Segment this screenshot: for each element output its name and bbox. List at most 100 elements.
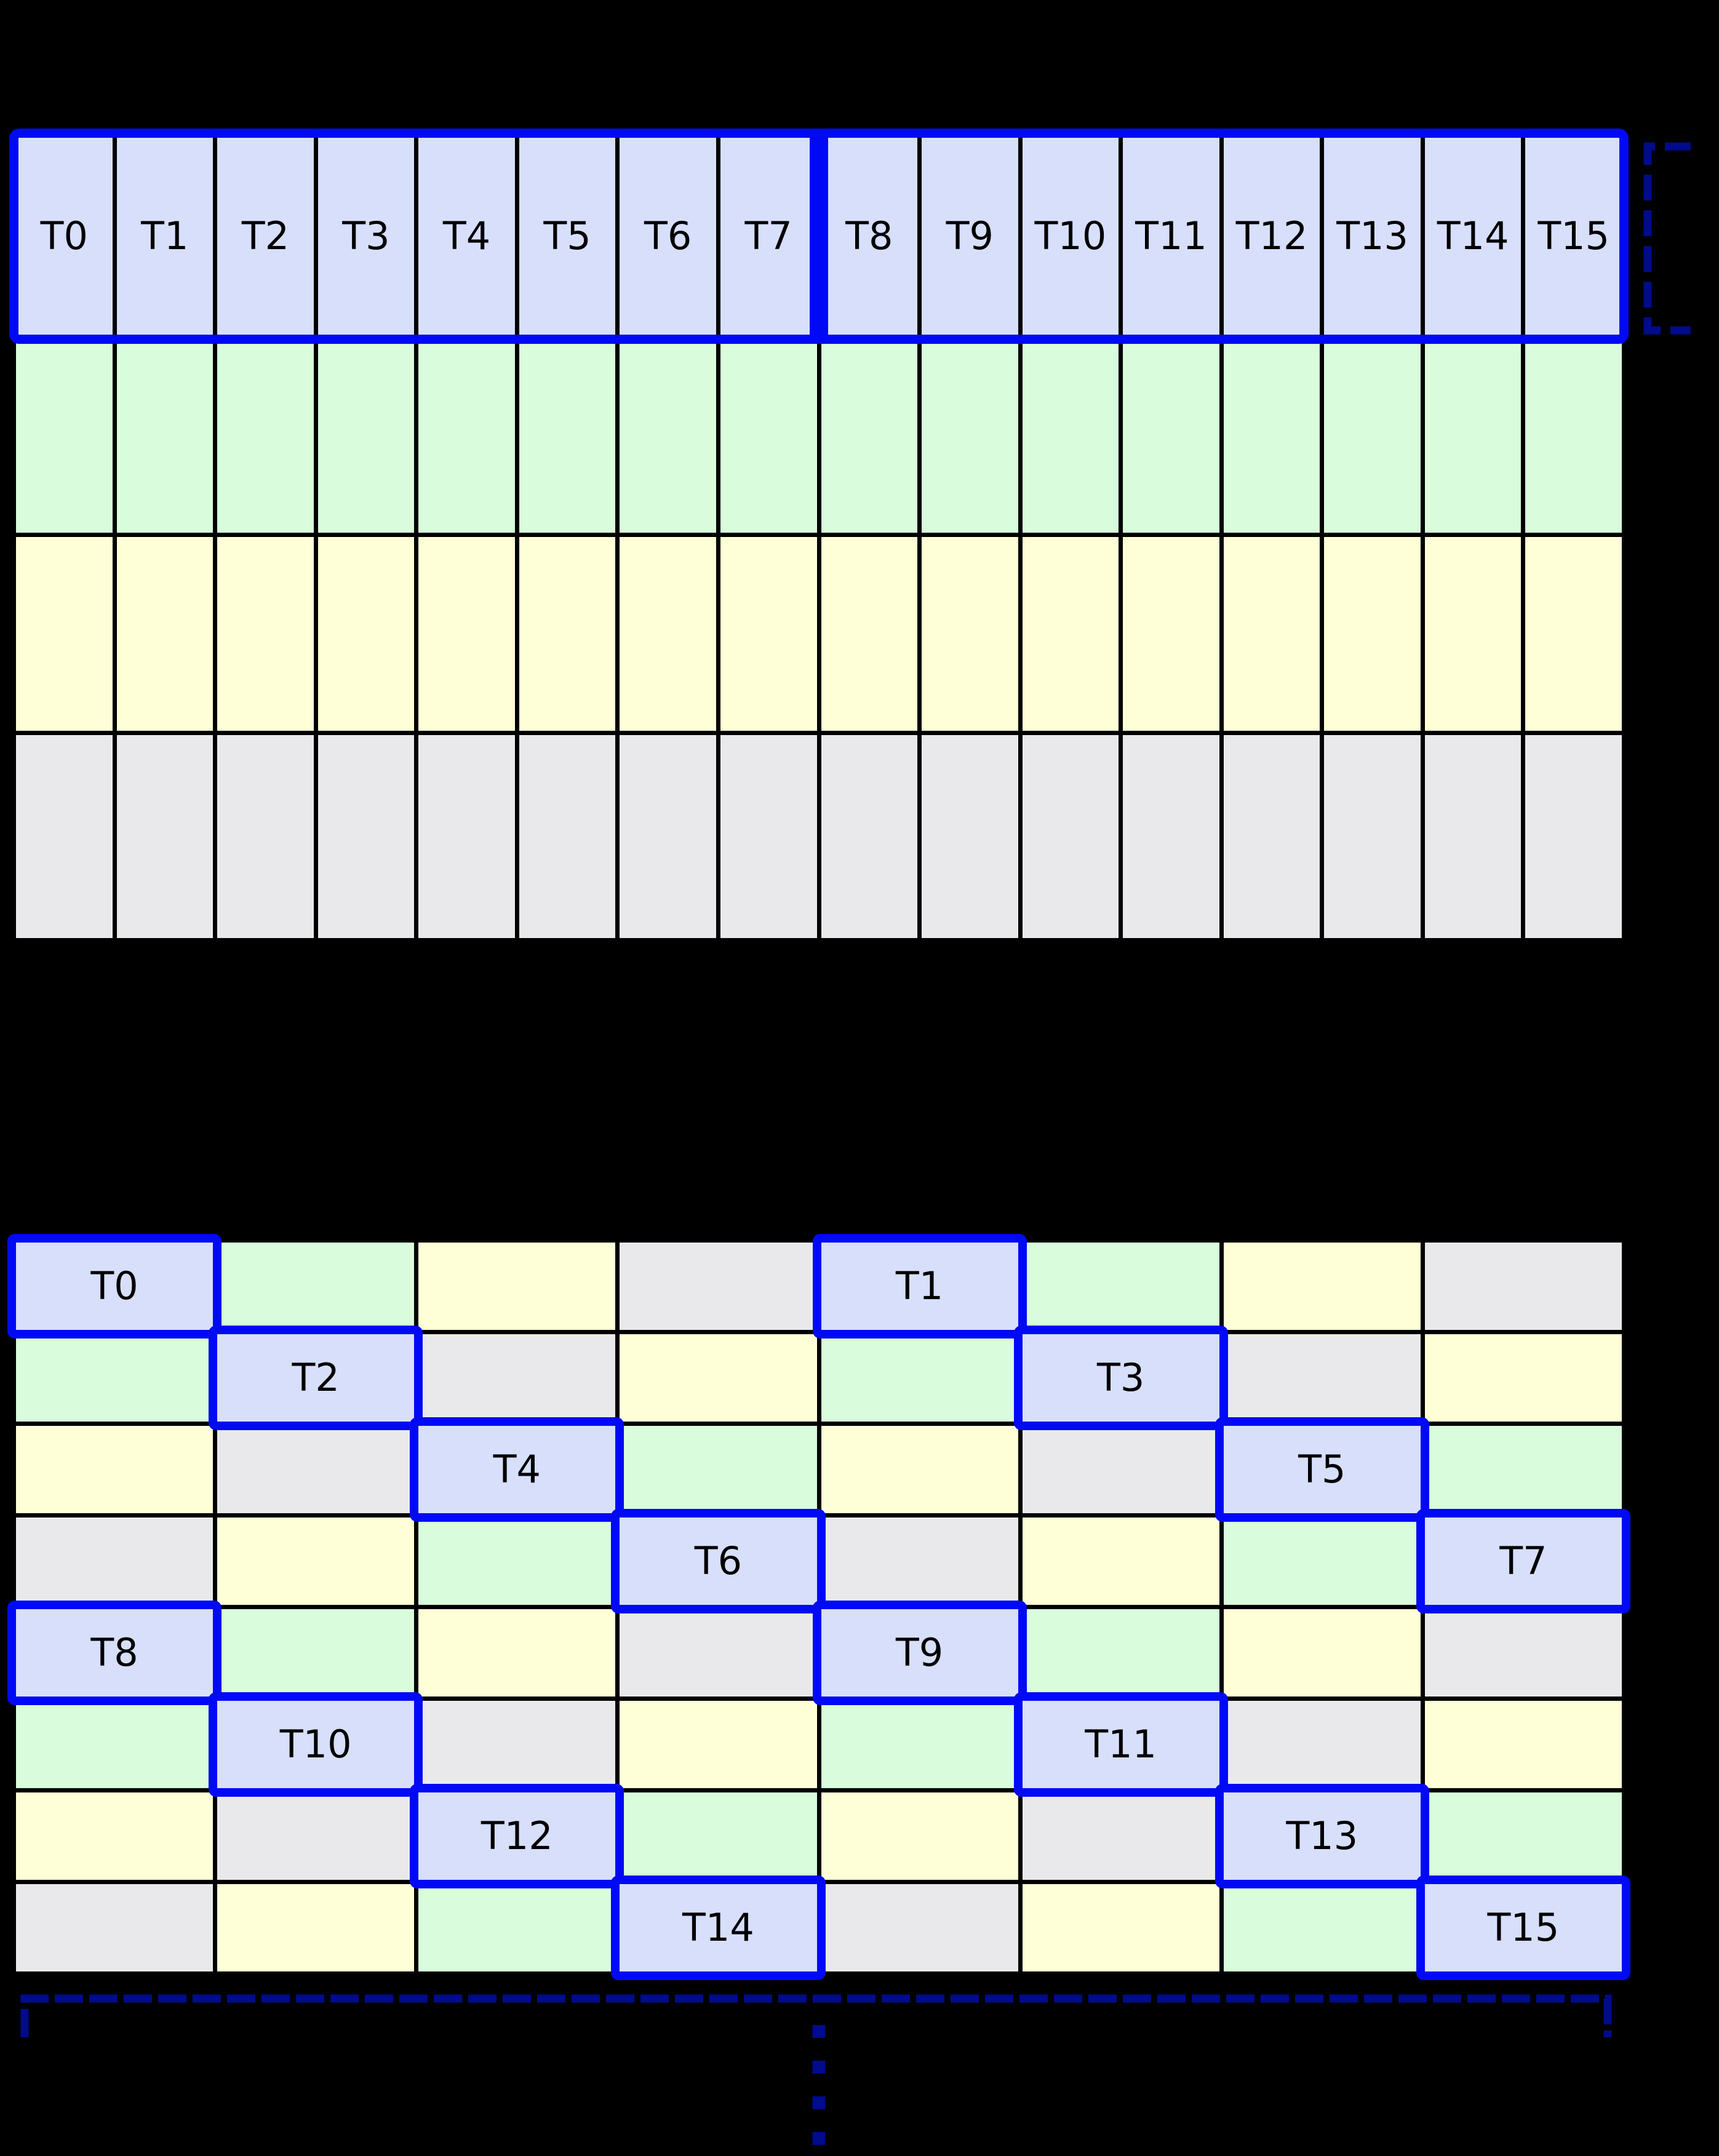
top-grid-thread-cell: T0 [16,138,113,335]
top-grid-cell [821,339,918,533]
top-grid-cell [317,537,415,731]
top-grid-cell [922,339,1018,533]
bottom-grid-thread-cell: T3 [1013,1326,1228,1430]
top-grid-thread-cell: T14 [1424,138,1522,335]
bottom-grid-cell [418,1701,616,1788]
bottom-grid-cell [821,1334,1018,1422]
bottom-grid-thread-cell: T6 [611,1509,826,1613]
top-grid-cell [418,339,515,533]
top-grid-thread-cell: T15 [1525,138,1622,335]
bottom-grid-cell [217,1426,415,1513]
top-grid-thread-cell: T11 [1123,138,1219,335]
top-grid-cell [1424,537,1522,731]
top-grid-cell [1324,339,1421,533]
bottom-grid-cell [620,1243,817,1330]
top-grid-cell [16,735,113,938]
top-grid-cell [519,339,616,533]
bottom-grid-thread-cell: T0 [7,1234,222,1339]
top-grid-thread-cell: T10 [1022,138,1119,335]
bottom-grid-thread-cell: T10 [209,1692,423,1797]
top-grid-cell [116,339,213,533]
top-grid-cell [720,339,817,533]
top-grid-cell [1223,339,1320,533]
top-grid-cell [116,537,213,731]
top-grid-thread-cell: T3 [317,138,415,335]
bottom-grid-cell [418,1884,616,1971]
bottom-grid-cell [16,1518,213,1605]
bottom-grid-thread-cell: T1 [812,1234,1027,1339]
top-grid-cell [1223,735,1320,938]
bottom-grid-cell [1424,1334,1622,1422]
top-grid-thread-cell: T5 [519,138,616,335]
bottom-grid-cell [1022,1609,1219,1697]
bottom-grid-cell [217,1243,415,1330]
bottom-grid-cell [1424,1243,1622,1330]
top-grid-thread-cell: T2 [217,138,314,335]
width-bracket-icon [20,1994,1612,2037]
bottom-grid-cell [821,1884,1018,1971]
top-grid-thread-cell: T12 [1223,138,1320,335]
top-grid-thread-cell: T4 [418,138,515,335]
bottom-grid-thread-cell: T11 [1013,1692,1228,1797]
top-grid-cell [620,537,716,731]
top-grid-thread-cell: T6 [620,138,716,335]
top-grid-cell [1223,537,1320,731]
top-grid-cell [1525,339,1622,533]
top-grid-cell [1123,537,1219,731]
bottom-grid-thread-cell: T9 [812,1601,1027,1705]
top-grid-cell [1123,339,1219,533]
bottom-grid-cell [620,1426,817,1513]
bottom-grid-cell [1424,1426,1622,1513]
top-grid-thread-cell: T13 [1324,138,1421,335]
top-grid-cell [16,339,113,533]
bottom-grid-cell [1223,1609,1421,1697]
bottom-grid-cell [620,1609,817,1697]
top-grid-cell [317,339,415,533]
bottom-grid-cell [16,1334,213,1422]
bottom-grid-cell [1022,1243,1219,1330]
bottom-grid-cell [821,1792,1018,1880]
bottom-grid-thread-cell: T2 [209,1326,423,1430]
bottom-grid: T0 T1 T2 T3 T4 T5 T6 T7 T8 T9 T10 T11 T12 T13 T14 T15 [7,1234,1631,1980]
top-grid: T0 T1 T2 T3 T4 T5 T6 T7 T8 T9 T10 T11 T12 T13 T14 T15 [16,138,1622,938]
top-grid-cell [1525,537,1622,731]
top-grid-cell [116,735,213,938]
bottom-grid-thread-cell: T5 [1214,1417,1430,1522]
top-grid-cell [1525,735,1622,938]
top-grid-cell [1022,537,1119,731]
bottom-grid-cell [16,1701,213,1788]
bottom-grid-cell [1022,1792,1219,1880]
top-grid-thread-cell: T8 [821,138,918,335]
bottom-grid-cell [1223,1701,1421,1788]
bottom-grid-cell [217,1792,415,1880]
bottom-grid-cell [1022,1518,1219,1605]
bottom-grid-cell [821,1518,1018,1605]
top-grid-cell [217,339,314,533]
bottom-grid-cell [620,1792,817,1880]
bottom-grid-cell [1022,1884,1219,1971]
warp-group-outline-t0-t7 [9,129,828,344]
top-grid-thread-cell: T9 [922,138,1018,335]
bottom-grid-cell [1424,1609,1622,1697]
top-grid-cell [1324,735,1421,938]
top-grid-cell [418,537,515,731]
row-height-bracket-icon [1643,142,1691,335]
top-grid-cell [1022,735,1119,938]
bottom-grid-cell [217,1609,415,1697]
bottom-grid-cell [1223,1884,1421,1971]
top-grid-cell [16,537,113,731]
bottom-grid-cell [620,1334,817,1422]
bottom-grid-cell [1223,1243,1421,1330]
top-grid-cell [620,735,716,938]
top-grid-cell [1424,339,1522,533]
bottom-grid-thread-cell: T4 [410,1417,624,1522]
bottom-grid-cell [1424,1701,1622,1788]
top-grid-cell [1022,339,1119,533]
bottom-grid-cell [217,1884,415,1971]
bottom-grid-cell [821,1426,1018,1513]
top-grid-cell [922,537,1018,731]
top-grid-cell [720,735,817,938]
bottom-grid-cell [16,1426,213,1513]
top-grid-thread-cell: T7 [720,138,817,335]
